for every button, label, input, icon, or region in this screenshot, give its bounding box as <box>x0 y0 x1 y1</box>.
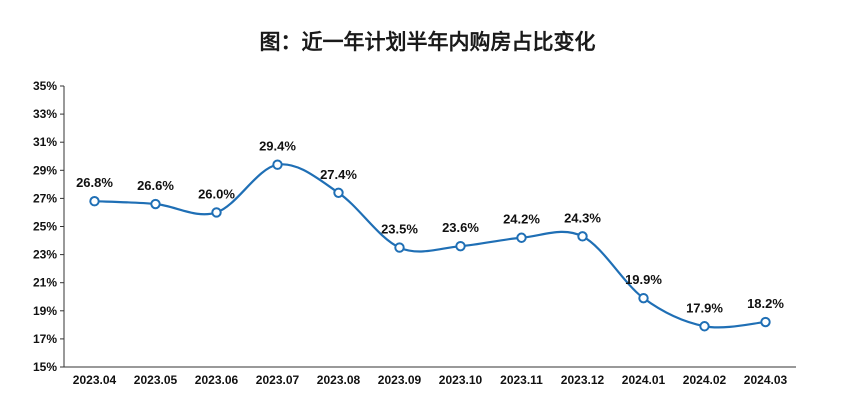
data-point <box>516 232 527 243</box>
y-tick-label: 27% <box>33 191 57 205</box>
data-label: 26.6% <box>137 178 174 193</box>
x-tick-label: 2024.03 <box>744 373 788 387</box>
x-tick-label: 2023.10 <box>439 373 483 387</box>
y-tick-label: 35% <box>33 79 57 93</box>
data-label: 26.0% <box>198 186 235 201</box>
y-tick-label: 19% <box>33 304 57 318</box>
data-point <box>699 321 710 332</box>
y-tick-labels: 15% 17% 19% 21% 23% 25% 27% 29% 31% 33% 35% <box>33 79 57 374</box>
data-label: 17.9% <box>686 300 723 315</box>
data-point <box>394 242 405 253</box>
data-point <box>272 159 283 170</box>
data-point <box>89 196 100 207</box>
data-label: 23.5% <box>381 222 418 237</box>
data-label: 23.6% <box>442 220 479 235</box>
x-tick-label: 2023.12 <box>561 373 605 387</box>
data-point <box>455 240 466 252</box>
y-tick-label: 29% <box>33 163 57 177</box>
data-point <box>638 292 649 304</box>
series-line-group <box>94 163 766 329</box>
x-tick-label: 2023.09 <box>378 373 422 387</box>
data-point <box>150 198 161 210</box>
y-tick-label: 33% <box>33 107 57 121</box>
y-tick-label: 25% <box>33 220 57 234</box>
data-points <box>89 159 771 332</box>
data-point <box>211 207 222 218</box>
data-label: 24.3% <box>564 210 601 225</box>
data-point <box>577 231 588 242</box>
chart-title: 图：近一年计划半年内购房占比变化 <box>259 30 596 54</box>
x-tick-label: 2023.11 <box>500 373 543 387</box>
y-tick-label: 17% <box>33 332 57 346</box>
x-tick-label: 2023.06 <box>195 373 239 387</box>
x-tick-label: 2024.02 <box>683 373 727 387</box>
x-tick-labels: 2023.04 2023.05 2023.06 2023.07 2023.08 2023.… <box>73 373 788 387</box>
y-tick-label: 31% <box>33 135 57 149</box>
chart-axes <box>60 85 796 368</box>
y-tick-label: 23% <box>33 248 57 262</box>
data-label: 19.9% <box>625 272 662 287</box>
x-tick-label: 2024.01 <box>622 373 666 387</box>
data-label: 26.8% <box>76 175 113 190</box>
data-point <box>760 316 771 328</box>
x-tick-label: 2023.07 <box>256 373 300 387</box>
y-tick-label: 15% <box>33 360 57 374</box>
series-line <box>94 163 766 329</box>
data-label: 29.4% <box>259 139 296 154</box>
x-tick-label: 2023.08 <box>317 373 361 387</box>
y-tick-label: 21% <box>33 276 57 290</box>
data-label: 18.2% <box>747 296 784 311</box>
x-tick-label: 2023.04 <box>73 373 117 387</box>
data-point <box>333 187 344 198</box>
data-label: 27.4% <box>320 167 357 182</box>
x-tick-label: 2023.05 <box>134 373 178 387</box>
data-labels: 26.8% 26.6% 26.0% 29.4% 27.4% 23.5% 23.6% 24.2%… <box>76 139 784 316</box>
data-label: 24.2% <box>503 212 540 227</box>
